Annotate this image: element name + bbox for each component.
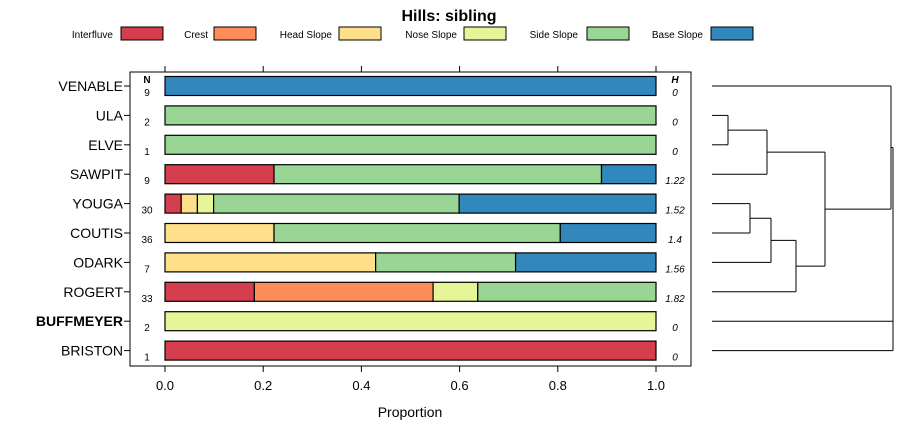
bar-segment bbox=[600, 164, 657, 185]
n-value: 33 bbox=[141, 294, 153, 305]
x-tick-label: 0.8 bbox=[549, 378, 567, 393]
plot-frame bbox=[129, 71, 692, 367]
legend-label: Nose Slope bbox=[405, 30, 457, 41]
n-value: 30 bbox=[141, 206, 153, 217]
x-tick-label: 0.2 bbox=[254, 378, 272, 393]
h-value: 1.4 bbox=[668, 235, 682, 246]
legend-swatch bbox=[120, 26, 164, 41]
bar-segment bbox=[458, 193, 657, 214]
legend-label: Head Slope bbox=[280, 30, 333, 41]
x-tick-label: 1.0 bbox=[647, 378, 665, 393]
h-value: 0 bbox=[672, 353, 678, 364]
bar-segment bbox=[514, 252, 657, 273]
legend: Interfluve Crest Head Slope Nose Slope Side … bbox=[72, 26, 754, 41]
bar-segment bbox=[432, 281, 479, 302]
bar-segment bbox=[164, 311, 657, 332]
n-value: 9 bbox=[144, 176, 150, 187]
x-tick-label: 0.6 bbox=[451, 378, 469, 393]
category-label: BUFFMEYER bbox=[36, 313, 123, 329]
n-value: 2 bbox=[144, 117, 150, 128]
n-value: 7 bbox=[144, 264, 150, 275]
bar-segment bbox=[180, 193, 199, 214]
bar-segment bbox=[559, 222, 657, 244]
legend-swatch bbox=[463, 26, 507, 41]
category-label: VENABLE bbox=[58, 78, 123, 94]
x-axis: 0.0 0.2 0.4 0.6 0.8 1.0 bbox=[156, 66, 665, 393]
category-label: YOUGA bbox=[72, 196, 123, 212]
h-value: 1.22 bbox=[665, 176, 685, 187]
bar-segment bbox=[273, 164, 603, 185]
category-label: ROGERT bbox=[63, 284, 123, 300]
legend-label: Side Slope bbox=[530, 30, 579, 41]
x-tick-label: 0.0 bbox=[156, 378, 174, 393]
category-label: COUTIS bbox=[70, 225, 123, 241]
h-column-header: H bbox=[671, 75, 679, 86]
h-value: 1.56 bbox=[665, 264, 685, 275]
dendrogram bbox=[712, 85, 894, 352]
bar-segment bbox=[375, 252, 517, 273]
h-value: 1.82 bbox=[665, 294, 685, 305]
n-value: 1 bbox=[144, 353, 150, 364]
legend-swatch bbox=[710, 26, 754, 41]
x-axis-label: Proportion bbox=[378, 404, 443, 420]
bar-rows: VENABLE 9 0 ULA 2 0 ELVE 1 0 SAWPIT 9 1.22 YOUGA 30 1.… bbox=[36, 75, 685, 364]
bar-segment bbox=[164, 134, 657, 155]
bar-segment bbox=[164, 75, 657, 97]
legend-label: Crest bbox=[184, 30, 208, 41]
category-label: BRISTON bbox=[61, 343, 123, 359]
n-value: 1 bbox=[144, 147, 150, 158]
legend-label: Interfluve bbox=[72, 30, 114, 41]
bar-segment bbox=[196, 193, 215, 214]
legend-swatch bbox=[338, 26, 382, 41]
bar-segment bbox=[164, 105, 657, 126]
n-value: 36 bbox=[141, 235, 153, 246]
category-label: ULA bbox=[96, 107, 124, 123]
bar-segment bbox=[213, 193, 460, 214]
n-value: 9 bbox=[144, 88, 150, 99]
h-value: 1.52 bbox=[665, 206, 685, 217]
category-label: ODARK bbox=[73, 254, 123, 270]
chart-title: Hills: sibling bbox=[401, 8, 496, 25]
n-column-header: N bbox=[143, 75, 150, 86]
category-label: ELVE bbox=[88, 137, 123, 153]
bar-segment bbox=[253, 281, 434, 302]
h-value: 0 bbox=[672, 117, 678, 128]
bar-segment bbox=[164, 222, 275, 244]
bar-segment bbox=[273, 222, 561, 244]
category-label: SAWPIT bbox=[70, 166, 124, 182]
h-value: 0 bbox=[672, 323, 678, 334]
legend-swatch bbox=[586, 26, 630, 41]
legend-label: Base Slope bbox=[652, 30, 704, 41]
bar-segment bbox=[164, 340, 657, 361]
h-value: 0 bbox=[672, 147, 678, 158]
bar-segment bbox=[477, 281, 657, 302]
bar-segment bbox=[164, 164, 275, 185]
bar-segment bbox=[164, 281, 255, 302]
bar-segment bbox=[164, 193, 182, 214]
n-value: 2 bbox=[144, 323, 150, 334]
legend-swatch bbox=[213, 26, 257, 41]
bar-segment bbox=[164, 252, 377, 273]
h-value: 0 bbox=[672, 88, 678, 99]
x-tick-label: 0.4 bbox=[352, 378, 370, 393]
